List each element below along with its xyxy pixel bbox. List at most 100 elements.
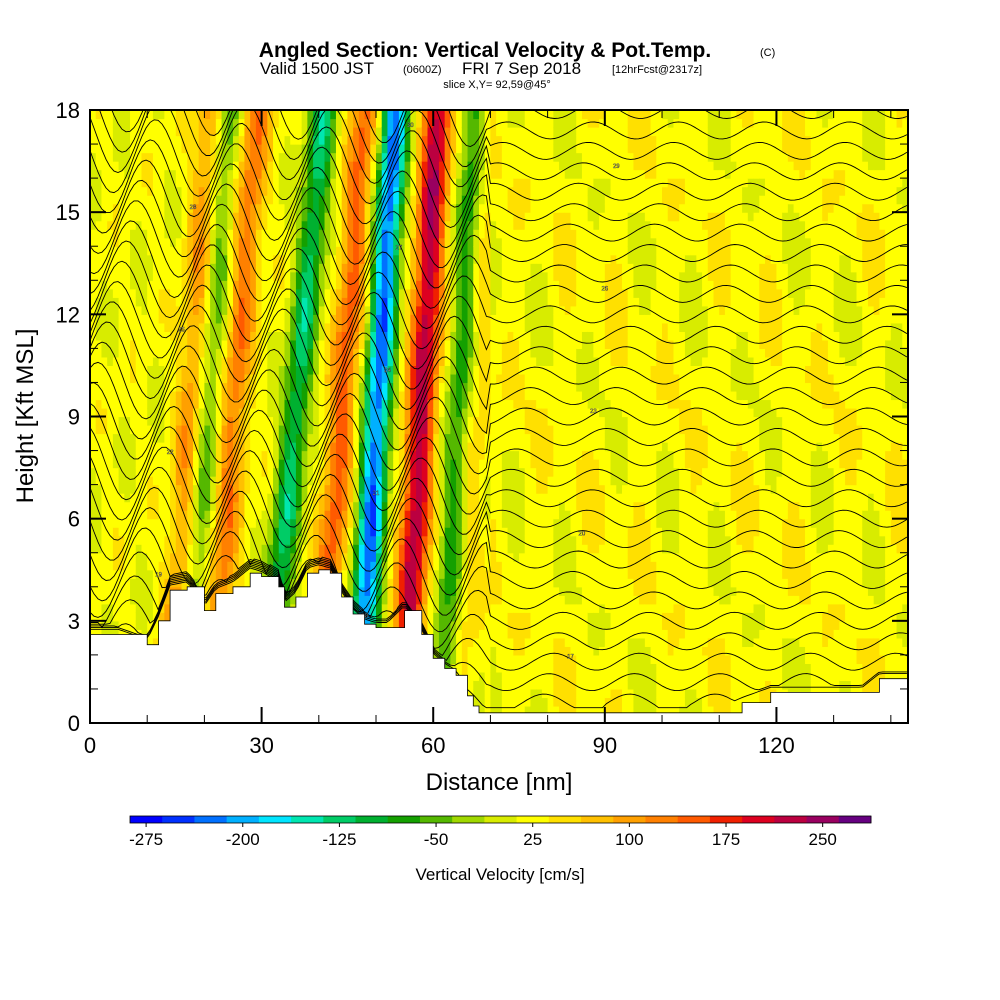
velocity-cell [255, 135, 263, 145]
velocity-cell [227, 510, 234, 520]
velocity-cell [444, 212, 451, 222]
velocity-cell [152, 373, 160, 384]
velocity-cell [393, 314, 400, 324]
velocity-cell [112, 331, 120, 341]
velocity-cell [124, 595, 131, 605]
velocity-cell [204, 416, 211, 426]
velocity-cell [112, 527, 120, 537]
velocity-cell [101, 450, 108, 460]
velocity-cell [101, 407, 108, 418]
velocity-cell [233, 195, 240, 205]
velocity-cell [358, 459, 366, 469]
velocity-cell [381, 382, 389, 392]
velocity-cell [147, 254, 154, 264]
velocity-cell [290, 373, 297, 384]
velocity-cell [284, 118, 291, 128]
velocity-cell [181, 220, 188, 230]
velocity-cell [416, 569, 423, 579]
velocity-cell [101, 459, 108, 469]
velocity-cell [135, 390, 143, 401]
velocity-cell [381, 348, 389, 358]
velocity-cell [433, 382, 440, 392]
velocity-cell [130, 493, 137, 503]
velocity-cell [164, 271, 171, 281]
velocity-cell [101, 161, 108, 171]
velocity-cell [295, 178, 303, 188]
velocity-cell [427, 288, 434, 298]
velocity-cell [238, 390, 246, 401]
velocity-cell [107, 467, 114, 477]
velocity-cell [90, 433, 97, 443]
velocity-cell [450, 399, 457, 409]
velocity-cell [192, 527, 200, 537]
velocity-cell [215, 535, 223, 545]
velocity-cell [421, 399, 429, 409]
velocity-cell [107, 629, 114, 639]
velocity-cell [478, 407, 486, 418]
velocity-cell [467, 688, 474, 699]
velocity-cell [376, 390, 383, 401]
velocity-cell [130, 263, 137, 273]
velocity-cell [450, 314, 457, 324]
velocity-cell [198, 433, 206, 443]
velocity-cell [381, 110, 389, 120]
velocity-cell [124, 314, 131, 324]
velocity-cell [95, 535, 103, 545]
velocity-cell [456, 348, 463, 358]
velocity-cell [238, 552, 246, 562]
velocity-cell [421, 254, 429, 264]
velocity-cell [238, 229, 246, 239]
velocity-cell [461, 407, 469, 418]
velocity-cell [421, 322, 429, 332]
velocity-cell [450, 297, 457, 307]
velocity-cell [118, 595, 125, 605]
velocity-cell [130, 356, 137, 367]
velocity-cell [393, 612, 400, 622]
velocity-cell [284, 127, 291, 137]
velocity-cell [438, 484, 446, 494]
velocity-cell [467, 195, 474, 205]
velocity-cell [335, 561, 343, 571]
velocity-cell [330, 527, 337, 537]
velocity-cell [147, 493, 154, 503]
velocity-cell [427, 237, 434, 247]
velocity-cell [438, 416, 446, 426]
velocity-cell [450, 365, 457, 375]
velocity-cell [192, 433, 200, 443]
velocity-cell [181, 322, 188, 332]
velocity-cell [358, 169, 366, 179]
velocity-cell [461, 152, 469, 162]
velocity-cell [341, 416, 349, 426]
velocity-cell [227, 212, 234, 222]
velocity-cell [456, 305, 463, 315]
velocity-cell [444, 399, 451, 409]
velocity-cell [353, 501, 360, 511]
velocity-cell [170, 118, 177, 128]
velocity-cell [421, 493, 429, 503]
velocity-cell [175, 518, 183, 528]
velocity-cell [421, 442, 429, 452]
velocity-cell [101, 629, 108, 639]
velocity-cell [95, 195, 103, 205]
velocity-cell [255, 220, 263, 230]
velocity-cell [192, 390, 200, 401]
velocity-cell [410, 161, 417, 171]
velocity-cell [250, 433, 257, 443]
velocity-cell [353, 433, 360, 443]
velocity-cell [118, 382, 125, 392]
velocity-cell [313, 161, 320, 171]
velocity-cell [244, 135, 251, 145]
velocity-cell [147, 356, 154, 367]
velocity-cell [324, 484, 331, 494]
velocity-cell [318, 186, 326, 196]
velocity-cell [204, 356, 211, 367]
velocity-cell [376, 365, 383, 375]
velocity-cell [473, 561, 480, 571]
velocity-cell [318, 254, 326, 264]
velocity-cell [370, 569, 377, 579]
velocity-cell [210, 569, 217, 579]
velocity-cell [290, 450, 297, 460]
velocity-cell [301, 501, 308, 511]
velocity-cell [438, 365, 446, 375]
velocity-cell [335, 271, 343, 281]
